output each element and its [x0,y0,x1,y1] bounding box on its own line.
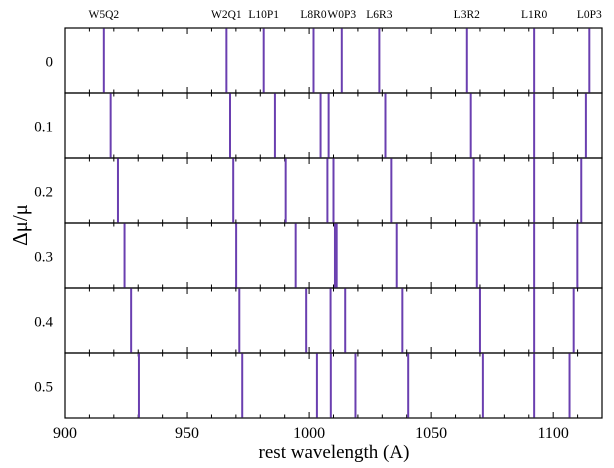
transition-label: W2Q1 [211,9,242,21]
transition-label: L1R0 [521,9,547,21]
panel-label: 0.3 [34,250,53,266]
panel-frame [64,222,603,289]
panel-frame [64,92,603,159]
panel-label: 0.5 [34,380,53,396]
x-tick-label: 1100 [537,425,568,442]
x-tick-label: 900 [53,425,77,442]
panel-label: 0.4 [34,315,53,331]
x-tick-label: 950 [175,425,199,442]
y-axis-label: Δμ/μ [8,204,32,246]
transition-label: L0P3 [577,9,602,21]
panel-label: 0.1 [34,120,53,136]
x-axis-label: rest wavelength (A) [259,442,410,463]
x-tick-label: 1050 [415,425,447,442]
panel-frame [64,352,603,419]
panel-label: 0 [46,55,54,71]
panel-label: 0.2 [34,185,53,201]
panel-frame [64,287,603,354]
transition-label: L3R2 [454,9,480,21]
transition-label: W5Q2 [88,9,119,21]
panel-frame [64,27,603,94]
transition-label: W0P3 [327,9,356,21]
x-tick-label: 1000 [293,425,325,442]
transition-label: L6R3 [366,9,392,21]
transition-label: L8R0 [300,9,326,21]
transition-label: L10P1 [248,9,279,21]
